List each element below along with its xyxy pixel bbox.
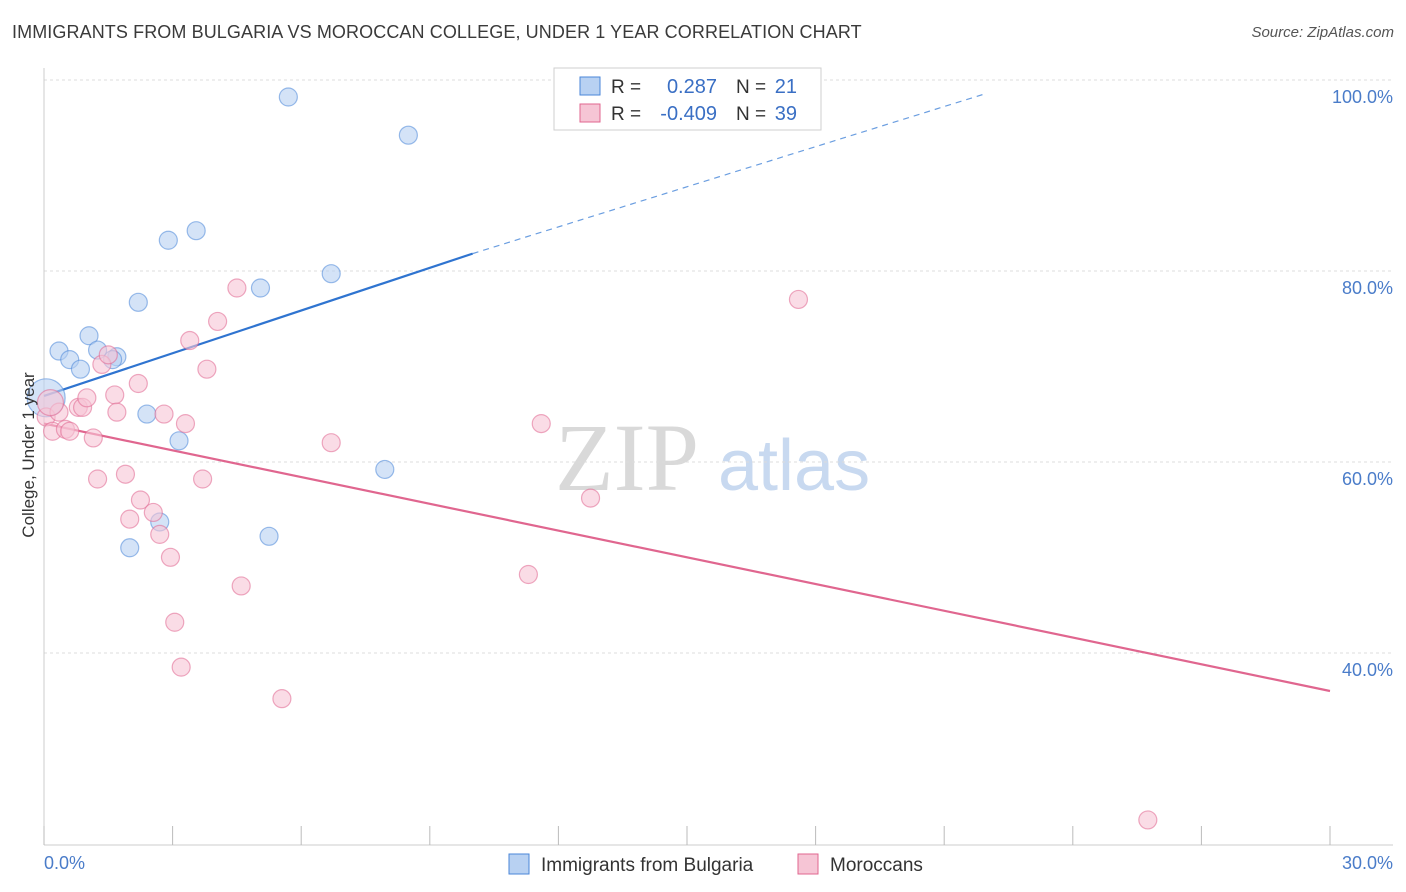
stats-r-value-pink: -0.409	[660, 103, 717, 125]
point-moroccans	[165, 612, 185, 632]
point-moroccans	[518, 564, 538, 585]
y-tick-label: 60.0%	[1342, 469, 1393, 489]
legend-swatch-bulgaria	[508, 853, 530, 875]
y-axis-label: College, Under 1 year	[19, 372, 38, 538]
point-moroccans	[107, 402, 127, 422]
y-tick-label: 100.0%	[1332, 87, 1393, 107]
watermark-zip: ZIP	[555, 404, 699, 511]
point-moroccans	[60, 421, 80, 441]
source-label: Source: ZipAtlas.com	[1251, 24, 1394, 41]
chart-title: IMMIGRANTS FROM BULGARIA VS MOROCCAN COL…	[12, 22, 862, 42]
x-tick-label-max: 30.0%	[1342, 853, 1393, 873]
x-tick-label-min: 0.0%	[44, 853, 85, 873]
point-moroccans	[77, 388, 97, 408]
y-tick-label: 80.0%	[1342, 278, 1393, 298]
point-moroccans	[531, 414, 551, 434]
point-moroccans	[105, 385, 125, 405]
point-bulgaria	[128, 292, 148, 312]
point-moroccans	[227, 278, 247, 298]
point-moroccans	[154, 404, 174, 424]
trend-line-bulgaria	[43, 252, 474, 397]
point-moroccans	[272, 689, 292, 709]
legend-label-bulgaria: Immigrants from Bulgaria	[541, 855, 754, 876]
point-moroccans	[130, 490, 151, 510]
stats-legend: R = 0.287 N = 21 R = -0.409 N = 39	[553, 67, 822, 131]
point-moroccans	[321, 433, 341, 453]
stats-n-value-pink: 39	[775, 103, 797, 125]
point-bulgaria	[79, 326, 99, 346]
point-moroccans	[83, 428, 103, 448]
point-moroccans	[1138, 810, 1158, 830]
watermark-atlas: atlas	[718, 426, 870, 506]
point-moroccans	[175, 414, 196, 434]
axes	[43, 68, 1393, 846]
trend-line-bulgaria-extension	[472, 92, 988, 255]
stats-r-label-blue: R =	[611, 77, 641, 98]
trend-line-moroccans	[43, 422, 1331, 693]
point-moroccans	[197, 359, 217, 379]
point-moroccans	[98, 345, 118, 365]
point-moroccans	[231, 576, 251, 596]
point-bulgaria	[278, 87, 298, 107]
point-moroccans	[115, 464, 136, 484]
stats-swatch-blue	[579, 76, 601, 96]
series-legend: Immigrants from Bulgaria Moroccans	[508, 853, 923, 876]
point-bulgaria	[398, 125, 418, 145]
point-moroccans	[208, 311, 228, 332]
point-bulgaria	[259, 526, 279, 546]
stats-n-label-pink: N =	[736, 104, 766, 125]
data-points	[26, 87, 1158, 830]
point-moroccans	[160, 547, 181, 567]
y-tick-label: 40.0%	[1342, 660, 1393, 680]
point-moroccans	[120, 509, 140, 529]
point-moroccans	[36, 389, 65, 417]
point-moroccans	[788, 289, 809, 310]
point-bulgaria	[158, 230, 178, 250]
stats-r-value-blue: 0.287	[667, 76, 717, 98]
point-bulgaria	[120, 538, 140, 558]
trend-lines	[43, 92, 1331, 693]
point-bulgaria	[169, 431, 189, 451]
point-bulgaria	[375, 459, 395, 480]
point-moroccans	[87, 469, 108, 489]
point-bulgaria	[137, 404, 157, 424]
point-bulgaria	[250, 278, 271, 298]
point-bulgaria	[186, 221, 206, 241]
point-moroccans	[171, 657, 191, 677]
stats-n-label-blue: N =	[736, 77, 766, 98]
legend-swatch-moroccans	[797, 853, 819, 875]
stats-r-label-pink: R =	[611, 104, 641, 125]
stats-n-value-blue: 21	[775, 76, 797, 98]
point-moroccans	[150, 524, 170, 544]
point-moroccans	[180, 330, 200, 351]
point-bulgaria	[70, 359, 91, 379]
point-moroccans	[143, 502, 163, 523]
point-moroccans	[580, 488, 601, 508]
point-moroccans	[128, 373, 148, 394]
legend-label-moroccans: Moroccans	[830, 855, 923, 876]
point-bulgaria	[321, 264, 341, 284]
stats-swatch-pink	[579, 103, 601, 123]
point-moroccans	[193, 469, 213, 489]
